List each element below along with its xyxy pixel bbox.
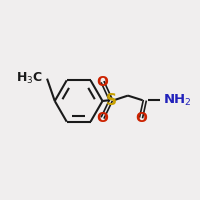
- Text: NH$_2$: NH$_2$: [163, 93, 192, 108]
- Text: O: O: [135, 111, 147, 125]
- Text: O: O: [97, 75, 108, 89]
- Text: H$_3$C: H$_3$C: [16, 71, 43, 86]
- Text: O: O: [97, 111, 108, 125]
- Text: S: S: [105, 93, 116, 108]
